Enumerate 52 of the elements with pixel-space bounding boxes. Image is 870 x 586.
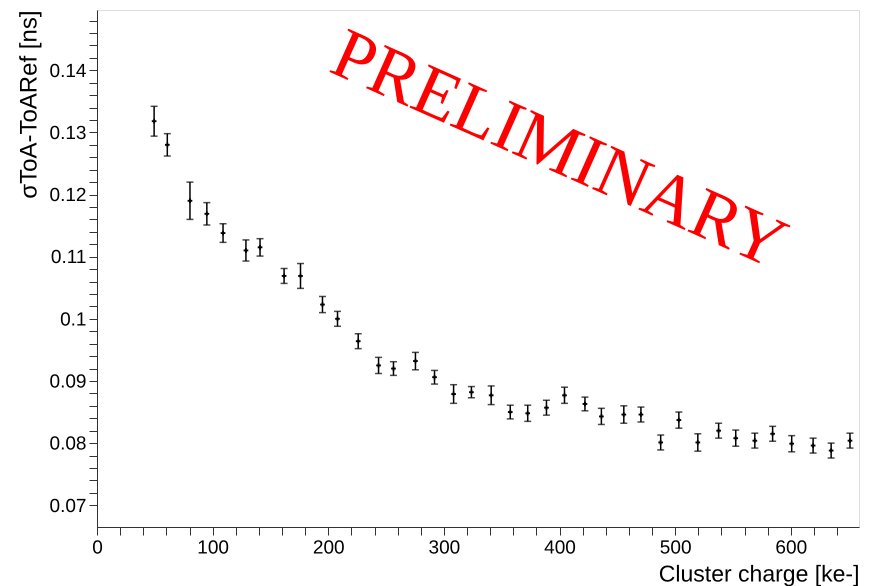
y-tick-label: 0.12 [50,185,86,206]
point [508,410,513,414]
y-tick-label: 0.14 [50,60,87,82]
point [376,363,381,368]
point [413,358,418,364]
point [716,428,721,434]
point [752,438,758,443]
point [335,316,340,322]
point [562,392,567,398]
point [282,274,286,278]
y-tick-label: 0.1 [60,309,86,330]
x-tick-label: 500 [660,538,692,558]
point [828,448,834,453]
point [469,390,474,394]
x-tick-label: 0 [92,538,103,558]
x-tick-label: 200 [312,538,345,558]
point [220,230,226,236]
y-axis-title: σToA-ToARef [ns] [16,10,43,199]
point [658,440,664,445]
point [810,443,816,448]
point [695,440,700,445]
y-tick-label: 0.08 [50,434,86,455]
point [848,438,852,443]
point [621,412,626,417]
point [188,198,192,204]
point [582,402,588,406]
y-tick-label: 0.13 [50,122,86,144]
point [432,374,437,380]
point [204,211,210,216]
x-tick-label: 400 [544,538,576,558]
point [320,302,325,307]
x-tick-label: 100 [197,538,229,558]
y-tick-label: 0.09 [50,371,86,392]
point [638,412,644,417]
point [152,118,156,124]
y-tick-label: 0.07 [50,496,86,517]
point [298,274,303,278]
point [770,431,775,436]
x-tick-label: 600 [775,538,808,558]
point [244,248,248,253]
point [451,392,456,396]
point [599,414,604,419]
point [544,405,549,410]
point [258,245,262,250]
point [391,366,396,371]
y-tick-label: 0.11 [50,247,86,268]
point [733,436,738,440]
x-axis-title: Cluster charge [ke-] [658,560,860,586]
point [676,418,682,422]
point [488,392,494,398]
point [164,142,170,148]
x-tick-label: 300 [428,538,460,558]
